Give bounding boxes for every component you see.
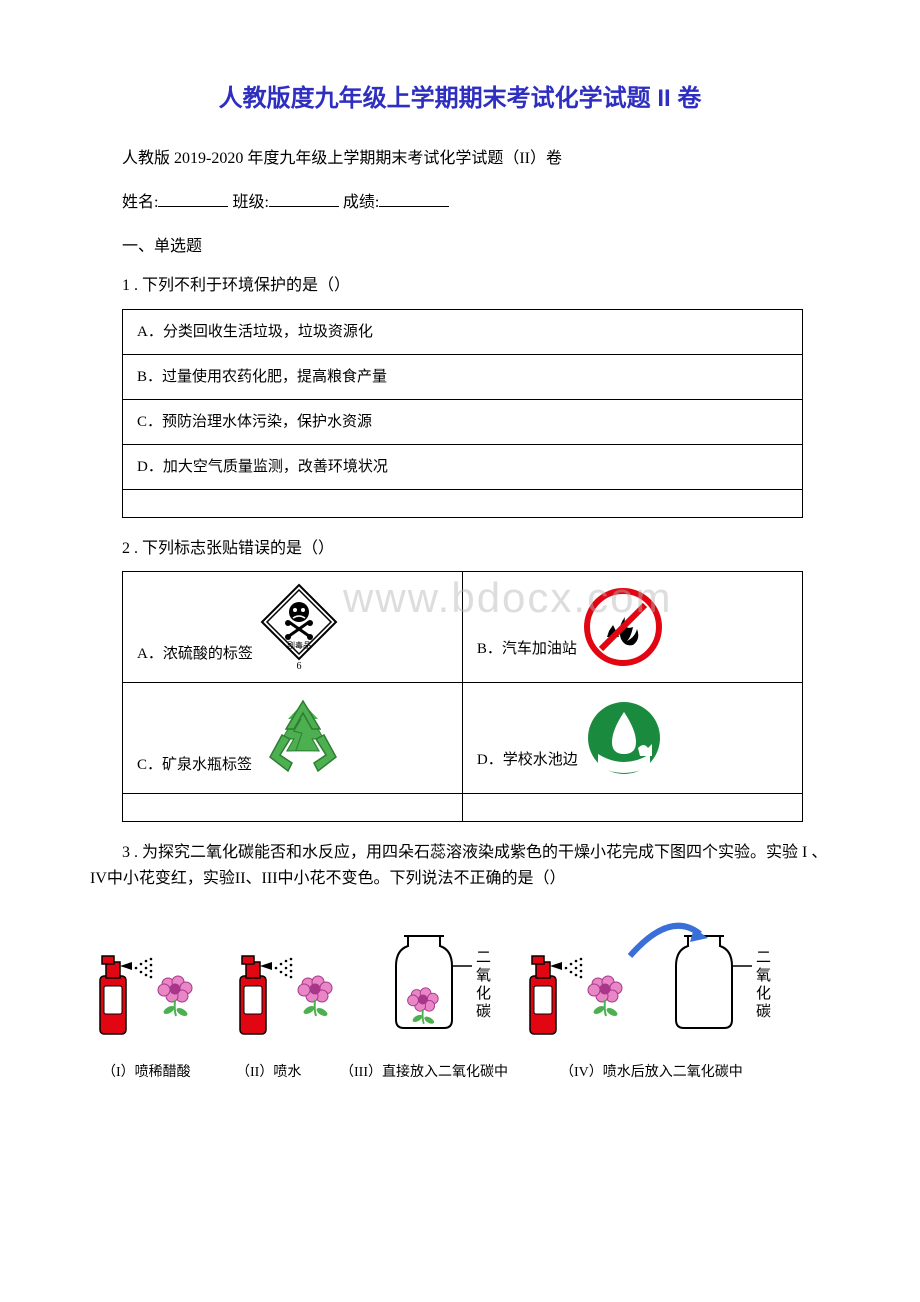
q2-options-table: www.bdocx.com A．浓硫酸的标签 <box>122 571 803 822</box>
q2-empty-a <box>123 794 463 822</box>
q1-opt-a: A．分类回收生活垃圾，垃圾资源化 <box>123 309 803 354</box>
q2-opt-d-label: D．学校水池边 <box>477 748 578 778</box>
q3-figure: 二 氧 化 碳 二 氧 化 碳 （I）喷稀醋酸 （II）喷水 （III）直接放入… <box>90 916 830 1086</box>
svg-text:碳: 碳 <box>756 1003 771 1020</box>
svg-text:（I）喷稀醋酸: （I）喷稀醋酸 <box>102 1064 191 1080</box>
q2-opt-c-label: C．矿泉水瓶标签 <box>137 753 252 783</box>
q2-empty-b <box>462 794 802 822</box>
toxic-icon: 剧毒品 6 <box>259 582 339 672</box>
svg-text:二: 二 <box>756 950 771 966</box>
q2-opt-a-cell: www.bdocx.com A．浓硫酸的标签 <box>123 572 463 683</box>
name-blank[interactable] <box>158 191 228 207</box>
recycle-icon <box>258 693 348 783</box>
class-blank[interactable] <box>269 191 339 207</box>
q1-stem: 1 . 下列不利于环境保护的是（） <box>90 273 830 299</box>
section-heading: 一、单选题 <box>90 234 830 260</box>
score-blank[interactable] <box>379 191 449 207</box>
svg-text:氧: 氧 <box>476 967 491 984</box>
svg-text:（II）喷水: （II）喷水 <box>236 1064 301 1080</box>
q1-options-table: A．分类回收生活垃圾，垃圾资源化 B．过量使用农药化肥，提高粮食产量 C．预防治… <box>122 309 803 518</box>
svg-text:化: 化 <box>476 985 491 1002</box>
no-fire-icon <box>583 587 663 667</box>
q2-opt-d-cell: D．学校水池边 <box>462 683 802 794</box>
svg-text:氧: 氧 <box>756 967 771 984</box>
co2-label-1: 二 <box>476 950 491 966</box>
svg-text:碳: 碳 <box>476 1003 491 1020</box>
q2-opt-b-label: B．汽车加油站 <box>477 637 577 667</box>
name-label: 姓名: <box>122 194 158 211</box>
water-save-icon <box>584 698 664 778</box>
svg-text:6: 6 <box>296 661 301 672</box>
score-label: 成绩: <box>343 194 379 211</box>
svg-text:（III）直接放入二氧化碳中: （III）直接放入二氧化碳中 <box>340 1063 508 1080</box>
q1-empty-row <box>123 489 803 517</box>
svg-text:剧毒品: 剧毒品 <box>287 640 311 650</box>
q1-opt-b: B．过量使用农药化肥，提高粮食产量 <box>123 354 803 399</box>
subtitle: 人教版 2019-2020 年度九年级上学期期末考试化学试题（II）卷 <box>90 146 830 172</box>
q2-opt-a-label: A．浓硫酸的标签 <box>137 642 253 672</box>
page-title: 人教版度九年级上学期期末考试化学试题 II 卷 <box>90 80 830 118</box>
q3-stem: 3 . 为探究二氧化碳能否和水反应，用四朵石蕊溶液染成紫色的干燥小花完成下图四个… <box>90 840 830 891</box>
svg-text:（IV）喷水后放入二氧化碳中: （IV）喷水后放入二氧化碳中 <box>560 1064 743 1080</box>
q1-opt-c: C．预防治理水体污染，保护水资源 <box>123 399 803 444</box>
q2-stem: 2 . 下列标志张贴错误的是（） <box>90 536 830 562</box>
q1-opt-d: D．加大空气质量监测，改善环境状况 <box>123 444 803 489</box>
class-label: 班级: <box>232 194 268 211</box>
svg-text:化: 化 <box>756 985 771 1002</box>
q2-opt-c-cell: C．矿泉水瓶标签 <box>123 683 463 794</box>
q2-opt-b-cell: B．汽车加油站 <box>462 572 802 683</box>
fill-line: 姓名: 班级: 成绩: <box>90 190 830 216</box>
